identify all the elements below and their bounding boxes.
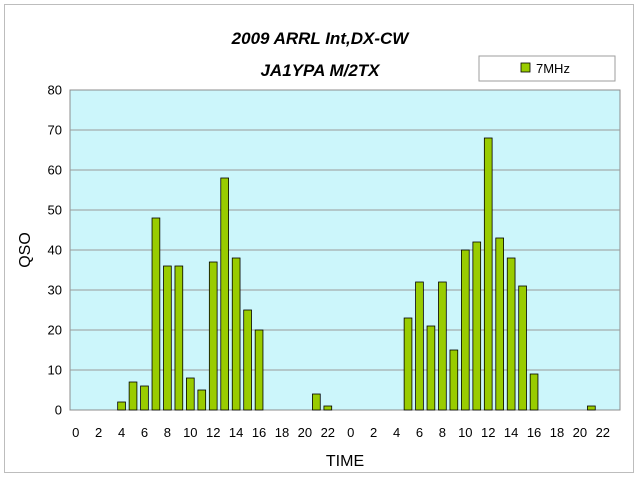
x-tick-label: 0 (72, 425, 79, 440)
chart-subtitle: JA1YPA M/2TX (260, 61, 381, 80)
bar (174, 265, 184, 411)
bar (254, 329, 264, 411)
x-tick-label: 20 (573, 425, 587, 440)
bar (323, 405, 333, 411)
bars (117, 137, 596, 411)
x-tick-label: 4 (393, 425, 400, 440)
bar (220, 177, 229, 411)
bar (140, 385, 149, 411)
bar (128, 381, 138, 411)
x-tick-label: 22 (596, 425, 610, 440)
x-tick-label: 2 (95, 425, 102, 440)
y-tick-label: 50 (48, 203, 62, 218)
x-tick-label: 12 (481, 425, 495, 440)
x-tick-label: 10 (183, 425, 197, 440)
legend: 7MHz (478, 55, 616, 82)
chart-title: 2009 ARRL Int,DX-CW (231, 29, 411, 48)
bar (243, 309, 252, 411)
y-tick-labels: 0 10 20 30 40 50 60 70 80 (48, 83, 62, 418)
bar (483, 137, 493, 411)
y-tick-label: 70 (48, 123, 62, 138)
x-tick-label: 10 (458, 425, 472, 440)
bar (495, 237, 504, 411)
x-tick-labels: 0 2 4 6 8 10 12 14 16 18 20 22 0 2 4 6 8 10 12 14 16 18 20 22 (72, 425, 610, 440)
bar (151, 217, 161, 411)
bar (518, 285, 527, 411)
x-tick-label: 18 (550, 425, 564, 440)
y-tick-label: 10 (48, 363, 62, 378)
bar (461, 249, 470, 411)
x-tick-label: 12 (206, 425, 220, 440)
bar (163, 265, 172, 411)
x-tick-label: 16 (527, 425, 541, 440)
x-tick-label: 6 (416, 425, 423, 440)
x-tick-label: 22 (321, 425, 335, 440)
bar (415, 281, 424, 411)
x-tick-label: 16 (252, 425, 266, 440)
x-tick-label: 6 (141, 425, 148, 440)
x-tick-label: 8 (164, 425, 171, 440)
x-tick-label: 2 (370, 425, 377, 440)
x-tick-label: 14 (229, 425, 243, 440)
x-tick-label: 4 (118, 425, 125, 440)
bar (312, 393, 321, 411)
bar (438, 281, 447, 411)
bar (208, 261, 218, 411)
y-tick-label: 30 (48, 283, 62, 298)
bar (449, 349, 459, 411)
legend-label-7mhz: 7MHz (536, 61, 570, 76)
bar (587, 405, 596, 411)
bar (529, 373, 539, 411)
bar (186, 377, 195, 411)
gridlines (70, 129, 620, 371)
y-tick-label: 40 (48, 243, 62, 258)
x-tick-label: 8 (439, 425, 446, 440)
y-tick-label: 20 (48, 323, 62, 338)
x-tick-label: 14 (504, 425, 518, 440)
legend-box (478, 55, 616, 82)
legend-swatch-7mhz (520, 62, 531, 73)
bar (472, 241, 482, 411)
x-tick-label: 20 (298, 425, 312, 440)
y-tick-label: 80 (48, 83, 62, 98)
bar (197, 389, 207, 411)
x-tick-label: 18 (275, 425, 289, 440)
x-tick-label: 0 (347, 425, 354, 440)
y-axis-label: QSO (17, 232, 34, 268)
bar (426, 325, 436, 411)
bar (117, 401, 126, 411)
x-axis-label: TIME (326, 453, 364, 470)
bar (506, 257, 516, 411)
bar (403, 317, 413, 411)
y-tick-label: 0 (55, 403, 62, 418)
bar (231, 257, 241, 411)
y-tick-label: 60 (48, 163, 62, 178)
chart-frame (4, 4, 634, 473)
